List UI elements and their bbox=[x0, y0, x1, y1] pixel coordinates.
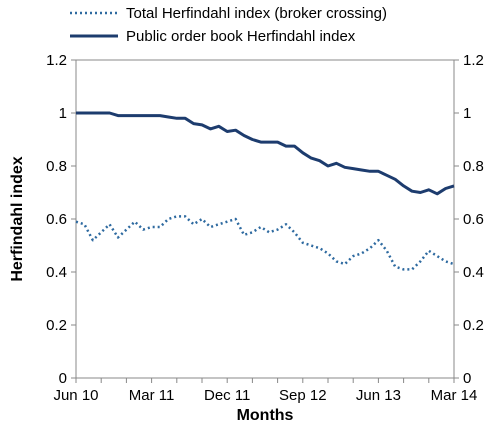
y-tick-label-right: 0.8 bbox=[463, 158, 484, 175]
x-axis: Jun 10 Mar 11 Dec 11 Sep 12 Jun 13 Mar 14 bbox=[53, 378, 477, 404]
x-tick-label: Sep 12 bbox=[279, 387, 327, 404]
y-tick-label-left: 1 bbox=[59, 105, 67, 122]
y-tick-label-right: 1.2 bbox=[463, 52, 484, 69]
y-tick-label-left: 1.2 bbox=[46, 52, 67, 69]
legend-label-broker-crossing: Total Herfindahl index (broker crossing) bbox=[126, 5, 387, 22]
plot-area bbox=[75, 59, 455, 379]
series-layer bbox=[75, 111, 455, 271]
right-y-axis: 0 0.2 0.4 0.6 0.8 1 1.2 bbox=[454, 52, 484, 387]
x-tick-label: Mar 14 bbox=[431, 387, 478, 404]
y-tick-label-left: 0.6 bbox=[46, 211, 67, 228]
legend: Total Herfindahl index (broker crossing)… bbox=[70, 5, 387, 45]
left-y-axis: 0 0.2 0.4 0.6 0.8 1 1.2 bbox=[46, 52, 76, 387]
y-tick-label-right: 0.4 bbox=[463, 264, 484, 281]
series-line-broker-crossing bbox=[75, 215, 455, 271]
x-axis-title: Months bbox=[237, 407, 294, 424]
x-tick-label: Dec 11 bbox=[204, 387, 250, 404]
y-tick-label-left: 0.4 bbox=[46, 264, 67, 281]
x-tick-label: Jun 13 bbox=[356, 387, 401, 404]
y-tick-label-left: 0.2 bbox=[46, 317, 67, 334]
y-tick-label-right: 1 bbox=[463, 105, 471, 122]
y-tick-label-left: 0 bbox=[59, 370, 67, 387]
x-tick-label: Jun 10 bbox=[53, 387, 98, 404]
y-axis-title: Herfindahl index bbox=[9, 156, 26, 281]
y-tick-label-right: 0.2 bbox=[463, 317, 484, 334]
y-tick-label-left: 0.8 bbox=[46, 158, 67, 175]
legend-label-public-order-book: Public order book Herfindahl index bbox=[126, 28, 356, 45]
y-tick-label-right: 0.6 bbox=[463, 211, 484, 228]
y-tick-label-right: 0 bbox=[463, 370, 471, 387]
series-line-public-order-book bbox=[76, 111, 455, 196]
x-tick-label: Mar 11 bbox=[129, 387, 175, 404]
